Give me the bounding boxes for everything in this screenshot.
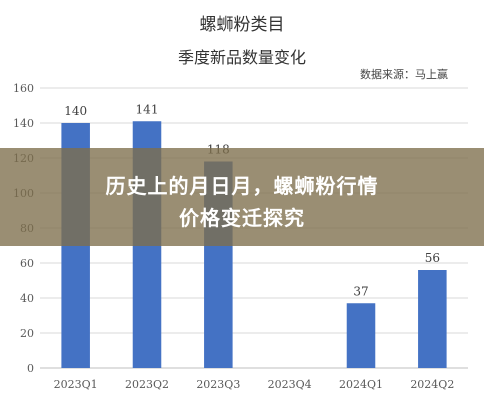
x-tick-label: 2023Q2 xyxy=(125,378,169,391)
x-tick-label: 2024Q2 xyxy=(410,378,454,391)
x-tick-label: 2023Q1 xyxy=(54,378,98,391)
y-tick-label: 20 xyxy=(20,327,34,340)
chart-title: 螺蛳粉类目 xyxy=(199,15,285,35)
y-tick-label: 40 xyxy=(20,292,34,305)
overlay-title-line-1: 历史上的月日月，螺蛳粉行情 xyxy=(105,174,379,198)
data-label: 141 xyxy=(136,102,159,116)
x-tick-label: 2023Q3 xyxy=(196,378,240,391)
chart-subtitle: 季度新品数量变化 xyxy=(177,48,306,67)
bar xyxy=(346,303,376,368)
x-tick-label: 2024Q1 xyxy=(339,378,383,391)
overlay-banner xyxy=(0,148,484,246)
y-tick-label: 140 xyxy=(13,117,34,130)
y-tick-label: 0 xyxy=(27,362,34,375)
overlay-title-line-2: 价格变迁探究 xyxy=(179,206,305,230)
y-tick-label: 160 xyxy=(13,82,34,95)
data-label: 37 xyxy=(353,284,368,298)
data-source-note: 数据来源：马上赢 xyxy=(360,68,448,81)
x-tick-label: 2023Q4 xyxy=(268,378,312,391)
data-label: 140 xyxy=(64,104,87,118)
y-tick-label: 60 xyxy=(20,257,34,270)
bar xyxy=(418,270,447,368)
data-label: 56 xyxy=(425,251,440,265)
